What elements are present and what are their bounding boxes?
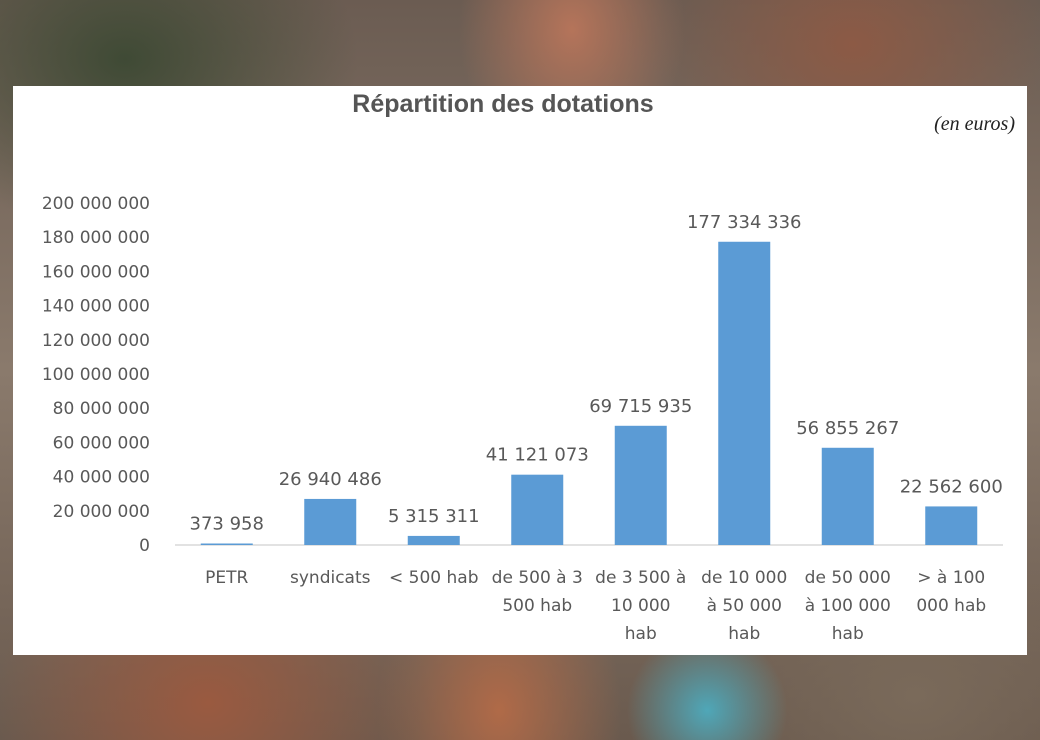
- data-label: 373 958: [190, 514, 264, 535]
- data-label: 5 315 311: [388, 506, 480, 527]
- bar-chart: 0 20 000 000 40 000 000 60 000 000 80 000 00…: [42, 194, 1003, 644]
- x-tick-label: < 500 hab: [389, 568, 478, 588]
- y-tick-label: 40 000 000: [53, 468, 150, 488]
- data-label: 177 334 336: [687, 212, 802, 233]
- y-tick-label: 120 000 000: [42, 331, 150, 351]
- y-tick-label: 0: [139, 536, 150, 556]
- data-label: 41 121 073: [486, 445, 589, 466]
- x-tick-label: 10 000: [611, 596, 670, 616]
- x-tick-label: de 10 000: [701, 568, 787, 588]
- bar: [614, 425, 667, 545]
- y-tick-label: 140 000 000: [42, 297, 150, 317]
- x-tick-label: 500 hab: [502, 596, 572, 616]
- x-tick-label: à 100 000: [805, 596, 891, 616]
- bar: [925, 506, 978, 545]
- x-tick-label: hab: [625, 624, 657, 644]
- x-tick-label: PETR: [205, 568, 248, 588]
- unit-note: (en euros): [934, 113, 1015, 135]
- x-tick-label: de 500 à 3: [492, 568, 583, 588]
- x-tick-label: 000 hab: [916, 596, 986, 616]
- data-label: 26 940 486: [279, 469, 382, 490]
- bar: [407, 535, 460, 545]
- x-tick-label: syndicats: [290, 568, 371, 588]
- bar: [511, 474, 564, 545]
- chart-panel: Répartition des dotations (en euros) 0 20…: [13, 86, 1027, 655]
- bar: [304, 498, 357, 545]
- x-tick-label: > à 100: [917, 568, 985, 588]
- y-tick-label: 100 000 000: [42, 365, 150, 385]
- chart-title: Répartition des dotations: [352, 90, 654, 118]
- bar: [718, 241, 771, 545]
- y-tick-label: 200 000 000: [42, 194, 150, 214]
- y-tick-label: 60 000 000: [53, 433, 150, 453]
- data-label: 69 715 935: [589, 396, 692, 417]
- bar: [821, 447, 874, 545]
- x-tick-label: de 50 000: [805, 568, 891, 588]
- x-tick-label: à 50 000: [707, 596, 782, 616]
- data-label: 22 562 600: [900, 476, 1003, 497]
- data-label: 56 855 267: [796, 418, 899, 439]
- y-tick-label: 180 000 000: [42, 228, 150, 248]
- y-tick-label: 160 000 000: [42, 262, 150, 282]
- y-tick-label: 80 000 000: [53, 399, 150, 419]
- y-tick-label: 20 000 000: [53, 502, 150, 522]
- x-tick-label: hab: [728, 624, 760, 644]
- x-tick-label: de 3 500 à: [595, 568, 686, 588]
- bar: [200, 543, 253, 545]
- x-tick-label: hab: [832, 624, 864, 644]
